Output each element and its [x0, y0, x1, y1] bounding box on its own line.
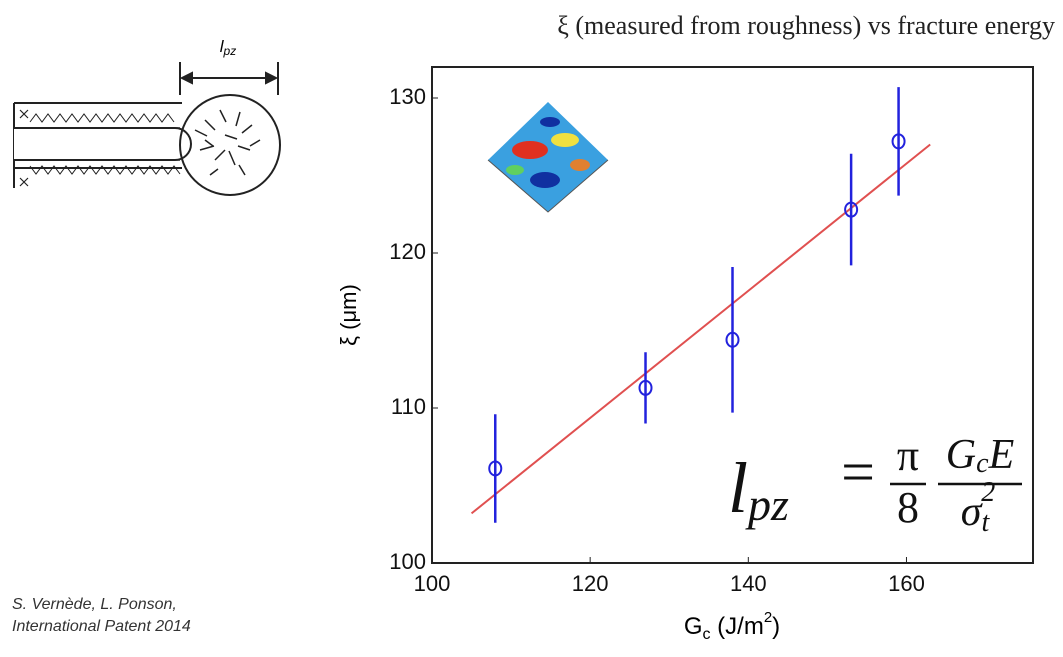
point: [891, 133, 906, 150]
formula-eq: =: [841, 439, 875, 505]
formula-num2-sub: c: [976, 448, 989, 479]
inset-surface: [487, 102, 609, 213]
formula-num2-rest: E: [988, 432, 1015, 478]
x-axis-label: Gc (J/m2): [684, 609, 780, 643]
formula-lhs: l: [728, 448, 748, 528]
x-label-sub: c: [703, 626, 711, 643]
formula-den2: σ: [961, 489, 984, 535]
plot-frame: [431, 66, 1034, 564]
point: [488, 460, 503, 477]
label: l: [220, 37, 225, 56]
crack-diagram: [13, 62, 281, 196]
diagram-label: lpz: [220, 37, 236, 58]
x-tick-label: 160: [888, 571, 925, 596]
x-label-unit: (J/m: [711, 613, 764, 640]
label-sub: pz: [223, 44, 237, 58]
formula-den2-sub: t: [981, 507, 990, 538]
formula-num1: π: [897, 431, 919, 480]
formula: lpz = π 8 GcE σt2: [728, 431, 1022, 538]
formula-lhs-sub: pz: [745, 479, 789, 530]
formula-den2-sup: 2: [981, 477, 995, 508]
point: [638, 379, 653, 396]
y-tick-label: 120: [389, 239, 426, 264]
chart-title: ξ (measured from roughness) vs fracture …: [557, 11, 1055, 40]
x-label-sup: 2: [764, 609, 772, 626]
x-tick-label: 140: [730, 571, 767, 596]
formula-den1: 8: [897, 483, 919, 532]
svg-text:lpz: lpz: [728, 448, 789, 530]
point: [844, 201, 859, 218]
y-tick-label: 100: [389, 549, 426, 574]
x-label-base: G: [684, 613, 703, 640]
citation-line: International Patent 2014: [12, 618, 191, 635]
citation-line: S. Vernède, L. Ponson,: [12, 596, 177, 613]
formula-num2: G: [946, 432, 976, 478]
x-label-close: ): [772, 613, 780, 640]
x-tick-label: 100: [414, 571, 451, 596]
y-axis-label: ξ (μm): [336, 284, 361, 346]
fit-line: [470, 143, 931, 515]
y-tick-label: 110: [391, 394, 426, 419]
y-tick-label: 130: [389, 84, 426, 109]
svg-text:σt2: σt2: [961, 477, 996, 538]
point: [725, 331, 740, 348]
svg-text:GcE: GcE: [946, 432, 1014, 480]
x-tick-label: 120: [572, 571, 609, 596]
